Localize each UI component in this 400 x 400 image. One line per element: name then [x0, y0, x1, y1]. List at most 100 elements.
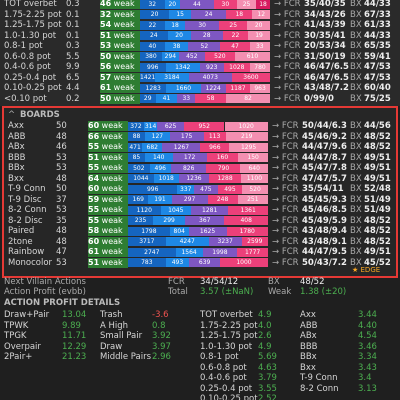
row-label: 0.8-1 pot: [4, 41, 43, 51]
bx-value: 67/33: [364, 9, 391, 20]
detail-label: Axx: [300, 310, 316, 320]
weak-value: 54: [100, 20, 112, 29]
row-value: 0.2: [66, 93, 80, 104]
bar-segment: 22: [140, 20, 165, 30]
weak-word: weak: [111, 30, 135, 40]
bar-segment: 140: [144, 153, 173, 162]
detail-value: 12.29: [62, 341, 87, 352]
bx-value: 60/40: [364, 83, 391, 93]
next-label: Next Villain Actions: [4, 277, 86, 287]
detail-label: Bxx: [300, 362, 316, 373]
detail-label: TOT overbet: [200, 310, 253, 320]
fcr-value: 45/45/9.3: [302, 194, 347, 205]
bar-segment: 2599: [241, 237, 268, 246]
fcr-value: 43/48/9.4: [302, 226, 347, 236]
next-fcr-label: FCR: [168, 277, 185, 287]
detail-value: 3.13: [358, 383, 377, 394]
bar-segment: 58: [195, 94, 227, 103]
weak-word: weak: [99, 247, 123, 256]
bar-segment: 20: [247, 20, 270, 30]
bar-segment: 38: [164, 41, 189, 51]
bar-segment: 20: [164, 0, 180, 9]
bar-segment: 780: [249, 62, 270, 72]
row-label: 0.4-0.6 pot: [4, 62, 51, 72]
bar-segment: 372: [128, 121, 144, 131]
fcr-prefix: → FCR: [272, 152, 299, 163]
fcr-prefix: → FCR: [274, 20, 301, 30]
weak-word: weak: [99, 205, 123, 214]
profit-total: 3.57 (±NaN): [200, 287, 254, 297]
detail-value: 3.92: [152, 331, 171, 341]
detail-value: 4.9: [258, 310, 272, 320]
row-value: 50: [56, 184, 67, 194]
bar-segment: 52: [188, 41, 221, 51]
bar-segment: 169: [128, 195, 149, 204]
detail-label: 1.0-1.30 pot: [200, 341, 253, 352]
details-title: ACTION PROFIT DETAILS: [4, 298, 121, 308]
fcr-value: 45/46/9.2: [302, 131, 347, 142]
weak-value: 56: [100, 62, 112, 71]
weak-value: 55: [88, 205, 100, 214]
row-value: 0.3: [66, 0, 80, 9]
weak-word: weak: [99, 226, 123, 235]
bar-segment: 4073: [188, 73, 232, 82]
bx-value: 48/52: [364, 236, 391, 247]
detail-value: -3.6: [152, 310, 169, 320]
bx-prefix: BX: [350, 215, 362, 226]
row-label: 8-2 Disc: [8, 215, 43, 226]
row-label: TOT overbet: [4, 0, 57, 9]
next-bx-label: BX: [268, 277, 280, 287]
fcr-value: 45/49/5.9: [302, 215, 347, 226]
detail-value: 3.4: [358, 373, 372, 383]
bar-segment: 127: [145, 132, 170, 141]
weak-box: 58 weak: [88, 226, 128, 236]
bx-value: 44/56: [364, 121, 391, 131]
row-value: 48: [56, 236, 67, 247]
bar-segment: 40: [140, 41, 165, 51]
weak-box: 57 weak: [100, 72, 140, 83]
fcr-value: 46/47/6.5: [304, 62, 349, 72]
fcr-prefix: → FCR: [272, 173, 299, 184]
bar-segment: 1295: [229, 142, 268, 152]
bx-value: 49/51: [364, 247, 391, 257]
weak-value: 58: [88, 226, 100, 235]
bar-segment: 471: [128, 142, 143, 152]
bar-segment: 923: [199, 62, 224, 72]
bx-value: 61/33: [364, 20, 391, 30]
detail-label: 0.10-0.25 pot: [200, 394, 258, 400]
fcr-value: 46/47/6.5: [304, 72, 349, 83]
row-label: <0.10 pot: [4, 93, 47, 104]
weak-word: weak: [99, 236, 123, 246]
bx-prefix: BX: [350, 173, 362, 184]
bar-segment: 44: [180, 0, 214, 9]
detail-value: 2.6: [258, 331, 272, 341]
fcr-prefix: → FCR: [274, 51, 301, 62]
weak-box: 55 weak: [88, 205, 128, 215]
bx-prefix: BX: [350, 30, 362, 41]
detail-label: BBB: [300, 341, 318, 352]
row-value: 48: [56, 173, 67, 184]
detail-label: 0.6-0.8 pot: [200, 362, 247, 373]
bar-segment: 640: [240, 163, 268, 173]
profit-weak: 1.38 (±20): [300, 287, 347, 297]
weak-word: weak: [99, 131, 123, 141]
weak-box: 60 weak: [88, 121, 128, 131]
next-bx: 48/52: [300, 277, 325, 287]
row-label: Bxx: [8, 173, 24, 184]
detail-label: 2Pair+: [4, 352, 33, 362]
bar-segment: 3717: [128, 237, 166, 246]
edge-label: ★ EDGE: [352, 266, 381, 274]
bar-segment: 1187: [225, 83, 251, 93]
row-label: 0.10-0.25 pot: [4, 83, 62, 93]
bar-segment: 299: [153, 216, 186, 225]
bx-value: 45/52: [364, 257, 391, 268]
bar-segment: 12: [252, 10, 270, 19]
bx-value: 47/53: [364, 62, 391, 72]
detail-label: Small Pair: [100, 331, 143, 341]
weak-value: 50: [100, 51, 112, 61]
fcr-value: 43/48/7.2: [304, 83, 349, 93]
row-label: 8-2 Conn: [8, 205, 47, 215]
fcr-prefix: → FCR: [274, 30, 301, 41]
bar-segment: 251: [237, 195, 268, 204]
detail-label: T-9 Conn: [300, 373, 338, 383]
